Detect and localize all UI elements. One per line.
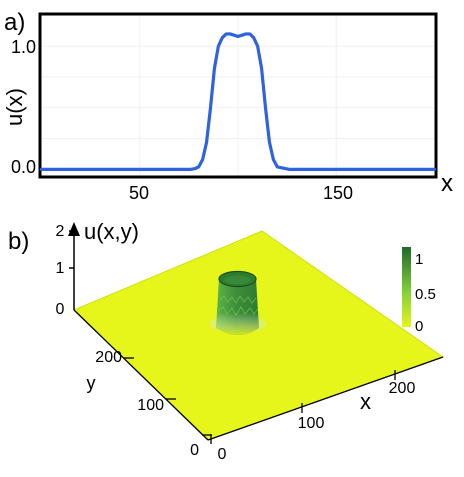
peak-fade xyxy=(216,279,259,335)
x-tick-label-200: 200 xyxy=(389,380,416,397)
x-tick-label-0: 50 xyxy=(129,183,149,203)
z-axis-arrow xyxy=(68,222,80,236)
colorbar: 1 0.5 0 xyxy=(402,247,436,335)
z-tick-label-2: 2 xyxy=(56,223,65,240)
x-tick-label-1: 150 xyxy=(323,183,353,203)
x-tick-label-100: 100 xyxy=(298,415,325,432)
peak-top-inner xyxy=(224,275,251,285)
colorbar-tick-label-1: 1 xyxy=(415,251,423,268)
y-tick-label-100: 100 xyxy=(137,397,164,414)
panel-b: b) 2 1 0 u(x,y) 200 100 0 y xyxy=(8,219,445,463)
colorbar-tick-label-0: 0 xyxy=(415,318,423,335)
x-axis xyxy=(207,356,444,441)
y-tick-label-200: 200 xyxy=(95,349,122,366)
surface-peak xyxy=(216,270,259,335)
x-tick-label-0: 0 xyxy=(218,446,227,463)
panel-b-label: b) xyxy=(8,228,29,255)
y-tick-label-0: 0.0 xyxy=(11,157,36,177)
y-axis-label: y xyxy=(87,373,96,393)
y-tick-label-1: 1.0 xyxy=(11,37,36,57)
z-tick-label-0: 0 xyxy=(56,301,65,318)
y-tick-label-0: 0 xyxy=(190,442,199,459)
z-axis-label: u(x,y) xyxy=(84,219,139,244)
panel-a: a) 1.0 0.0 50 150 u(x) x xyxy=(2,9,453,203)
x-axis-label: x xyxy=(441,170,453,197)
x-axis-label: x xyxy=(360,389,371,414)
colorbar-tick-label-0.5: 0.5 xyxy=(415,286,436,303)
panel-a-grid xyxy=(41,15,435,176)
series-line xyxy=(39,32,437,171)
z-tick-label-1: 1 xyxy=(56,260,65,277)
y-axis xyxy=(73,309,209,441)
panel-a-label: a) xyxy=(4,9,25,36)
colorbar-gradient xyxy=(402,247,411,327)
surface-plane xyxy=(73,230,445,441)
y-axis-label: u(x) xyxy=(2,88,27,126)
